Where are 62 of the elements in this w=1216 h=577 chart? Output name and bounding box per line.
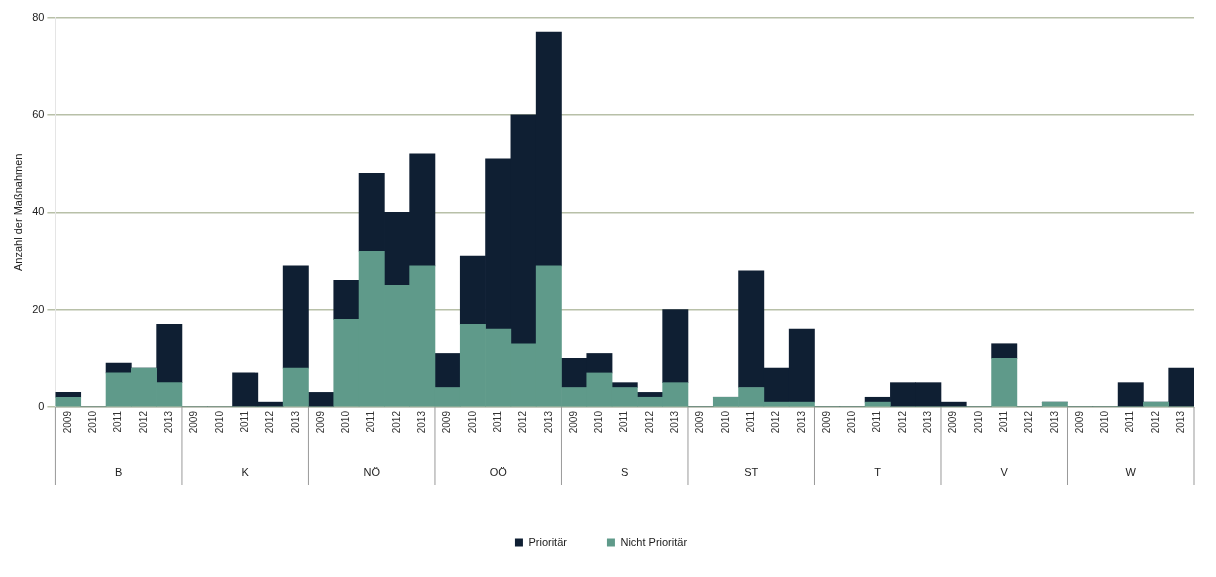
y-axis-title: Anzahl der Maßnahmen (11, 153, 24, 271)
legend-label: Nicht Prioritär (620, 535, 688, 548)
x-tick-label: 2011 (744, 410, 756, 433)
x-tick-label: 2011 (1124, 410, 1136, 433)
text: ST (744, 466, 759, 479)
y-tick-label: 40 (32, 205, 45, 218)
x-tick-label: 2009 (694, 410, 706, 434)
x-tick-label: 2010 (466, 410, 478, 434)
x-tick-label: 2012 (137, 410, 149, 434)
x-tick-label: 2010 (719, 410, 731, 434)
x-tick-label: 2013 (1048, 410, 1060, 434)
x-tick-label: 2009 (1073, 410, 1085, 434)
x-tick-label: 2009 (567, 410, 579, 434)
x-tick-label: 2009 (441, 410, 453, 434)
x-tick-label: 2013 (922, 410, 934, 434)
x-tick-label: 2011 (238, 410, 250, 433)
x-tick-label: 2013 (416, 410, 428, 434)
x-tick-label: 2013 (289, 410, 301, 434)
x-tick-label: 2012 (770, 410, 782, 434)
x-tick-label: 2009 (61, 410, 73, 434)
x-tick-label: 2009 (820, 410, 832, 434)
text: B (115, 466, 123, 479)
x-tick-label: 2013 (163, 410, 175, 434)
legend-label: Prioritär (528, 535, 568, 548)
x-tick-label: 2011 (491, 410, 503, 433)
x-tick-label: 2013 (1175, 410, 1187, 434)
y-tick-label: 20 (32, 302, 45, 315)
x-tick-label: 2013 (669, 410, 681, 434)
x-tick-label: 2010 (340, 410, 352, 434)
x-tick-label: 2011 (997, 410, 1009, 433)
text: OÖ (489, 466, 508, 479)
text: K (241, 466, 250, 479)
x-tick-label: 2009 (947, 410, 959, 434)
x-tick-label: 2010 (593, 410, 605, 434)
x-tick-label: 2012 (264, 410, 276, 434)
y-tick-label: 60 (32, 107, 45, 120)
x-tick-label: 2012 (390, 410, 402, 434)
x-tick-label: 2010 (1099, 410, 1111, 434)
text: S (621, 466, 629, 479)
y-tick-label: 0 (38, 400, 45, 413)
x-tick-label: 2012 (896, 410, 908, 434)
x-tick-label: 2009 (314, 410, 326, 434)
x-tick-label: 2012 (643, 410, 655, 434)
x-tick-label: 2011 (112, 410, 124, 433)
x-tick-label: 2010 (213, 410, 225, 434)
y-tick-label: 80 (32, 10, 45, 23)
x-tick-label: 2009 (188, 410, 200, 434)
x-tick-label: 2010 (972, 410, 984, 434)
text: T (874, 466, 882, 479)
x-tick-label: 2013 (542, 410, 554, 434)
x-tick-label: 2012 (1023, 410, 1035, 434)
x-tick-label: 2012 (517, 410, 529, 434)
x-tick-label: 2011 (365, 410, 377, 433)
x-tick-label: 2010 (87, 410, 99, 434)
text: NÖ (363, 466, 381, 479)
x-tick-label: 2011 (618, 410, 630, 433)
x-tick-label: 2012 (1149, 410, 1161, 434)
x-tick-label: 2010 (846, 410, 858, 434)
x-tick-label: 2011 (871, 410, 883, 433)
text: V (1000, 466, 1009, 479)
x-tick-label: 2013 (795, 410, 807, 434)
text: W (1125, 466, 1137, 479)
